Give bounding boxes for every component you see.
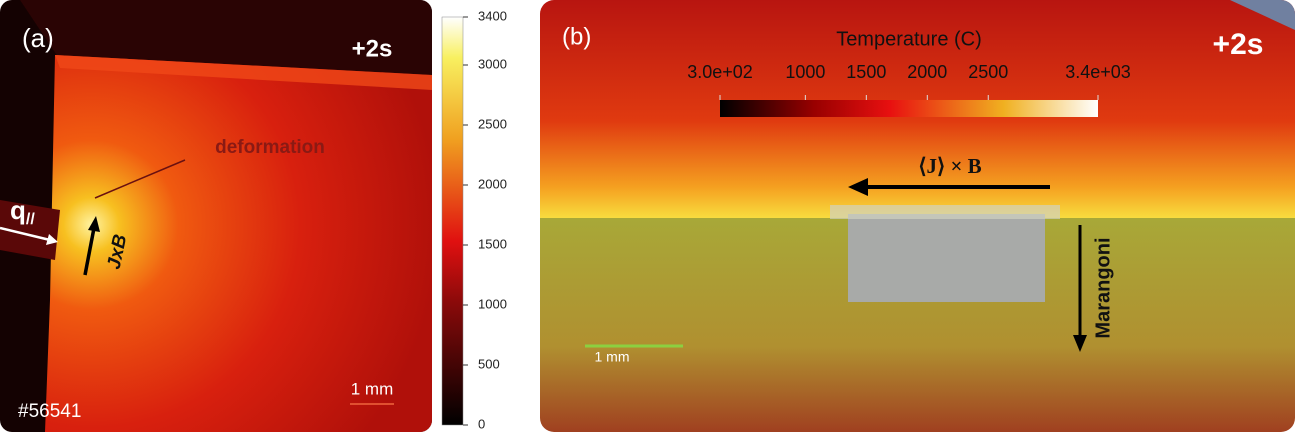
annotation: deformation [215,137,325,158]
colorbar-title: Temperature (C) [836,28,982,50]
tick-label: 1000 [478,296,507,311]
tick-label: 500 [478,356,500,371]
force-label: ⟨J⟩ × B [918,154,981,178]
tick-label: 2000 [478,176,507,191]
flow-arrowhead [1073,335,1087,352]
flux-label: q// [10,195,35,228]
panel-label: (b) [562,23,591,50]
colorbar-ticks: 3.0e+02 1000 1500 2000 2500 3.4e+03 [687,62,1131,100]
flux-subscript: // [26,211,35,228]
time-label: +2s [1213,28,1264,61]
shot-number: #56541 [18,401,81,422]
tick-label: 2000 [907,62,947,82]
colorbar [441,16,464,426]
force-arrowhead [848,178,868,196]
annotation-arrow [94,159,186,199]
tick-label: 3400 [478,8,507,23]
flux-arrow [0,226,51,242]
colorbar [720,100,1098,117]
tick-label: 1000 [785,62,825,82]
panel-label: (a) [22,23,54,53]
tick-label: 3.0e+02 [687,62,753,82]
flow-label: Marangoni [1092,237,1114,338]
tick-label: 1500 [846,62,886,82]
tick-label: 2500 [968,62,1008,82]
flux-arrowhead [46,234,58,245]
tick-label: 0 [478,416,485,431]
current-arrow [83,227,96,276]
tick-label: 1500 [478,236,507,251]
tick-label: 3000 [478,56,507,71]
panel-a-image [0,0,432,432]
scale-bar-label: 1 mm [595,349,630,365]
flux-symbol: q [10,195,26,225]
tick-label: 2500 [478,116,507,131]
panel-b-image [540,0,1295,432]
tick-label: 3.4e+03 [1065,62,1131,82]
current-arrowhead [88,216,100,232]
colorbar-ticks: 0 500 1000 1500 2000 2500 3000 3400 [463,8,507,431]
time-label: +2s [352,35,393,62]
scale-bar-label: 1 mm [351,379,394,398]
